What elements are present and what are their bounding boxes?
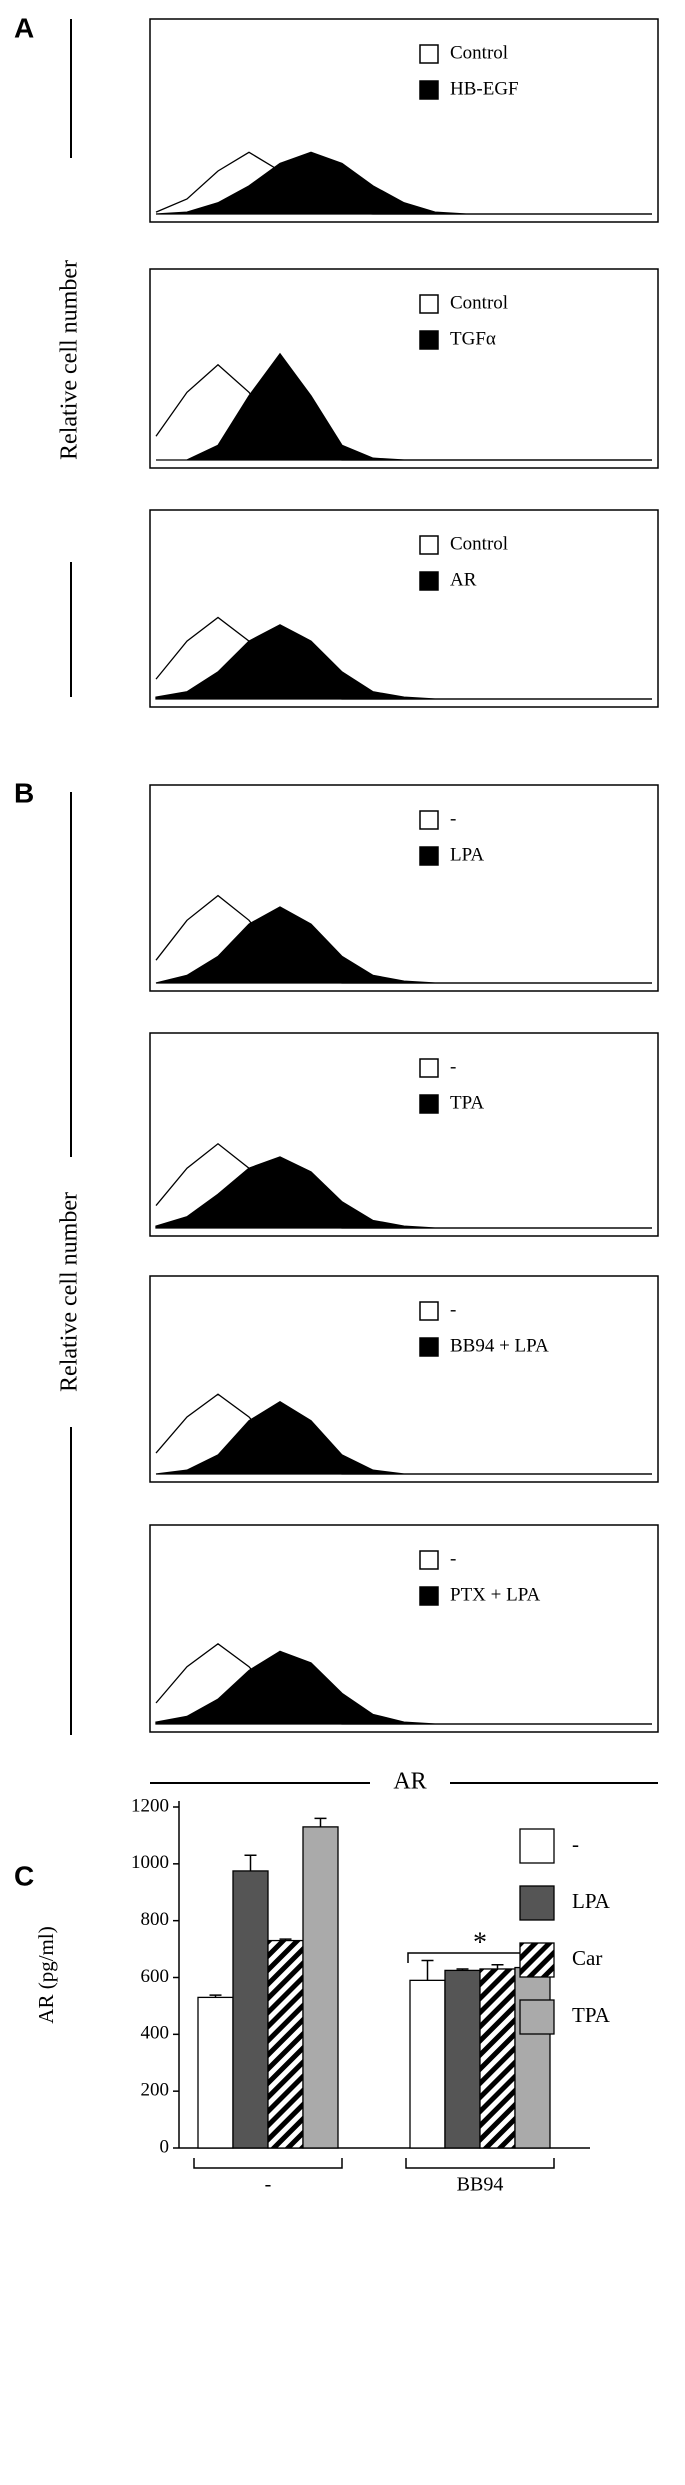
histogram-area (156, 352, 652, 461)
legend-swatch (519, 1885, 555, 1921)
legend-swatch (419, 571, 439, 591)
legend-label: LPA (572, 1889, 611, 1913)
legend-swatch (419, 1586, 439, 1606)
y-axis-label: Relative cell number (57, 1192, 83, 1392)
histogram-area (155, 1650, 652, 1725)
legend-swatch (419, 294, 439, 314)
error-bar (491, 1963, 504, 1969)
legend-label: TPA (450, 1092, 484, 1113)
legend-swatch (419, 1550, 439, 1570)
bar (409, 1979, 446, 2149)
legend-swatch (419, 846, 439, 866)
bar (479, 1968, 516, 2149)
y-tick-label: 800 (141, 1909, 170, 1930)
panel-label: A (14, 12, 34, 43)
legend-label: Car (572, 1946, 602, 1970)
legend-label: HB-EGF (450, 78, 519, 99)
legend-swatch (419, 80, 439, 100)
legend-label: BB94 + LPA (450, 1335, 549, 1356)
legend-label: AR (450, 569, 477, 590)
legend-label: TGFα (450, 328, 496, 349)
legend-swatch (419, 330, 439, 350)
error-bar (244, 1854, 257, 1871)
legend-label: - (450, 1056, 456, 1077)
plot-frame (149, 268, 659, 469)
plot-frame (149, 1032, 659, 1237)
error-bar (314, 1817, 327, 1827)
legend-swatch (519, 1942, 555, 1978)
legend-swatch (419, 1058, 439, 1078)
bar (232, 1870, 269, 2149)
y-tick-label: 1000 (131, 1852, 169, 1873)
panel-label: B (14, 777, 34, 808)
x-tick-label: - (265, 2174, 272, 2196)
legend-swatch (419, 44, 439, 64)
histogram-area (155, 624, 652, 700)
histogram-area (155, 1401, 652, 1475)
bar (267, 1939, 304, 2149)
plot-frame (149, 509, 659, 708)
legend-label: Control (450, 533, 508, 554)
error-bar (421, 1959, 434, 1981)
legend-swatch (519, 1999, 555, 2035)
histogram-area (155, 1156, 652, 1229)
category-bracket (193, 2158, 343, 2169)
annotation: * (473, 1927, 487, 1958)
plot-frame (149, 1524, 659, 1733)
legend-swatch (419, 1337, 439, 1357)
histogram-area (155, 906, 652, 984)
legend-swatch (419, 1094, 439, 1114)
plot-frame (149, 784, 659, 992)
legend-label: PTX + LPA (450, 1584, 541, 1605)
legend-label: Control (450, 42, 508, 63)
legend-label: Control (450, 292, 508, 313)
y-tick-label: 1200 (131, 1795, 169, 1816)
legend-label: - (450, 808, 456, 829)
y-tick-label: 0 (160, 2136, 170, 2157)
error-bar (456, 1968, 469, 1971)
legend-label: TPA (572, 2003, 611, 2027)
y-axis-label: Relative cell number (57, 260, 83, 460)
y-tick-label: 600 (141, 1966, 170, 1987)
x-axis-label: AR (393, 1769, 426, 1795)
category-bracket (405, 2158, 555, 2169)
legend-swatch (419, 1301, 439, 1321)
bar (197, 1996, 234, 2149)
bar (302, 1826, 339, 2149)
y-tick-label: 400 (141, 2023, 170, 2044)
legend-swatch (419, 810, 439, 830)
panel-label: C (14, 1860, 34, 1891)
plot-frame (149, 1275, 659, 1483)
legend-swatch (419, 535, 439, 555)
histogram-area (155, 151, 652, 215)
y-axis-label: AR (pg/ml) (34, 1926, 58, 2023)
plot-frame (149, 18, 659, 223)
legend-label: - (450, 1299, 456, 1320)
bar (514, 1966, 551, 2149)
legend-swatch (519, 1828, 555, 1864)
legend-label: - (450, 1548, 456, 1569)
legend-label: LPA (450, 844, 484, 865)
error-bar (279, 1938, 292, 1941)
x-tick-label: BB94 (457, 2174, 504, 2196)
error-bar (209, 1994, 222, 1998)
legend-label: - (572, 1832, 579, 1856)
bar (444, 1969, 481, 2149)
y-tick-label: 200 (141, 2080, 170, 2101)
